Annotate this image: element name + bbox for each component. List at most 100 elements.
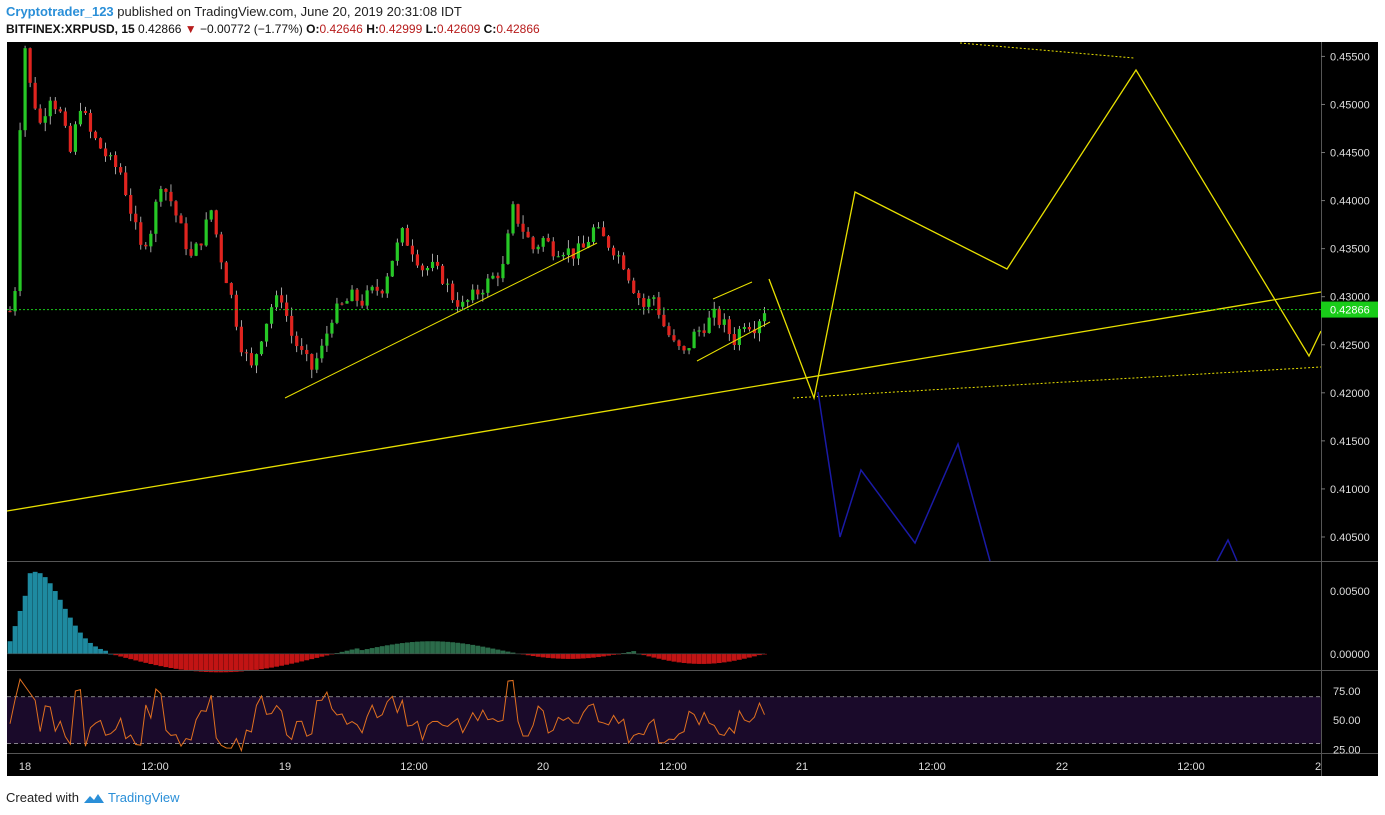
candle-body — [189, 249, 193, 256]
histogram-bar — [530, 653, 536, 657]
time-tick-label: 12:00 — [400, 761, 428, 773]
candle-body — [420, 265, 425, 271]
candle-body — [712, 308, 716, 318]
candle-body — [38, 108, 42, 123]
candle-body — [214, 210, 218, 235]
histogram-bar — [188, 653, 194, 671]
candle-body — [732, 334, 736, 346]
candle-body — [591, 227, 596, 242]
histogram-bar — [349, 649, 355, 654]
candle-body — [114, 155, 118, 168]
histogram-bar — [440, 641, 445, 654]
candle-body — [93, 131, 98, 139]
candle-body — [717, 308, 721, 325]
candle-body — [586, 241, 591, 248]
histogram-bar — [631, 651, 637, 654]
candle-body — [129, 195, 133, 214]
candle-body — [103, 148, 108, 157]
candle-body — [476, 289, 480, 295]
symbol-label: BITFINEX:XRPUSD, 15 — [6, 22, 135, 36]
rsi-band — [7, 696, 1321, 744]
histogram-bar — [641, 653, 647, 656]
low-value: 0.42609 — [436, 22, 481, 36]
candle-body — [727, 319, 731, 335]
candle-body — [526, 231, 530, 238]
histogram-bar — [138, 653, 144, 662]
histogram-bar — [741, 653, 747, 659]
histogram-tick-label: 0.00500 — [1330, 586, 1370, 598]
histogram-tick-label: 0.00000 — [1330, 649, 1370, 661]
candle-body — [561, 254, 565, 257]
histogram-bar — [570, 653, 576, 659]
candle-body — [466, 300, 470, 302]
author-link[interactable]: Cryptotrader_123 — [6, 4, 114, 19]
histogram-bar — [294, 653, 300, 663]
price-tick-label: 0.43000 — [1330, 292, 1370, 304]
histogram-bar — [540, 653, 546, 658]
time-tick-label: 12:00 — [659, 761, 687, 773]
rsi-group — [7, 678, 1321, 753]
time-tick-label: 2 — [1315, 761, 1321, 773]
candle-body — [33, 82, 37, 109]
time-tick-label: 19 — [279, 761, 291, 773]
candle-body — [440, 265, 445, 284]
histogram-bar — [460, 643, 466, 654]
candle-body — [415, 254, 420, 266]
publish-line: Cryptotrader_123 published on TradingVie… — [6, 4, 462, 19]
candle-body — [280, 295, 284, 303]
candle-body — [576, 243, 580, 259]
histogram-bar — [98, 648, 103, 654]
candle-body — [330, 322, 334, 334]
candle-body — [461, 301, 465, 307]
candle-body — [581, 243, 586, 248]
candle-body — [149, 233, 153, 247]
histogram-bar — [324, 653, 330, 656]
candle-body — [531, 237, 535, 250]
low-label: L: — [425, 22, 437, 36]
candle-body — [642, 298, 646, 307]
histogram-bar — [93, 646, 98, 654]
bearish-projection-zigzag — [817, 391, 991, 562]
candle-body — [501, 263, 505, 279]
ohlc-line: BITFINEX:XRPUSD, 15 0.42866 ▼ −0.00772 (… — [6, 22, 540, 36]
candle-body — [239, 326, 243, 353]
histogram-bar — [384, 645, 390, 654]
histogram-bar — [731, 653, 737, 661]
close-value: 0.42866 — [496, 22, 540, 36]
histogram-bar — [490, 648, 496, 654]
candle-body — [43, 116, 47, 123]
candle-body — [194, 243, 198, 256]
histogram-bar — [173, 653, 179, 669]
histogram-bar — [143, 653, 149, 663]
tradingview-link[interactable]: TradingView — [108, 790, 180, 805]
histogram-bar — [148, 653, 154, 665]
histogram-bar — [153, 653, 159, 666]
histogram-bar — [445, 641, 451, 654]
histogram-bar — [596, 653, 601, 658]
histogram-bar — [606, 653, 611, 656]
price-tick-label: 0.41500 — [1330, 436, 1370, 448]
candle-body — [244, 352, 249, 354]
candle-body — [612, 247, 616, 256]
histogram-bar — [113, 653, 119, 656]
candle-body — [622, 255, 626, 270]
histogram-bar — [208, 653, 214, 673]
candle-body — [325, 333, 329, 346]
candle-body — [300, 346, 304, 350]
histogram-bar — [284, 653, 290, 665]
candle-body — [627, 269, 631, 281]
histogram-bar — [203, 653, 209, 672]
candle-body — [305, 349, 309, 355]
histogram-bar — [259, 653, 264, 670]
histogram-bar — [475, 645, 481, 654]
candle-body — [360, 300, 364, 306]
candle-body — [380, 290, 384, 294]
candle-body — [345, 301, 349, 304]
histogram-bar — [696, 653, 702, 664]
histogram-bar — [410, 642, 415, 654]
histogram-bar — [133, 653, 139, 661]
down-arrow-icon: ▼ — [184, 22, 197, 36]
candle-body — [471, 289, 475, 301]
price-tick-label: 0.42000 — [1330, 388, 1370, 400]
